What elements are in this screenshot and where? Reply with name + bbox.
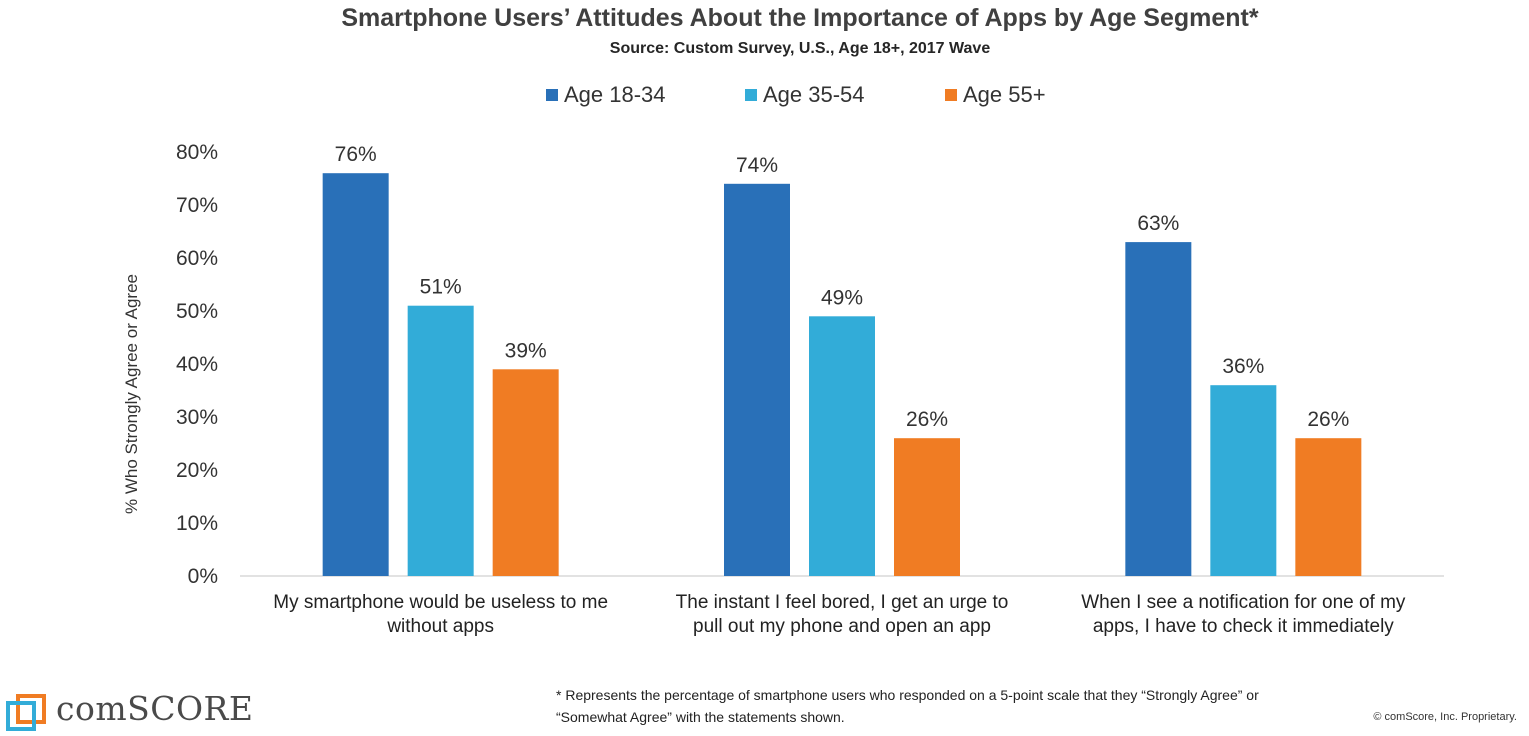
legend-swatch <box>745 89 757 101</box>
data-label: 63% <box>1137 212 1179 235</box>
bar <box>1125 242 1192 576</box>
data-label: 49% <box>821 286 863 309</box>
legend-item-age-18-34: Age 18-34 <box>546 82 666 108</box>
bar <box>1210 385 1277 576</box>
bar <box>492 369 559 576</box>
logo-wordmark: comSCORE <box>56 689 254 728</box>
legend-label: Age 35-54 <box>763 82 865 107</box>
y-tick-label: 40% <box>176 353 218 376</box>
y-tick-label: 30% <box>176 406 218 429</box>
bar <box>894 438 960 576</box>
bar <box>322 173 389 576</box>
y-axis-label: % Who Strongly Agree or Agree <box>122 274 141 514</box>
category-label: pull out my phone and open an app <box>693 616 991 637</box>
y-tick-label: 20% <box>176 459 218 482</box>
data-label: 39% <box>505 339 547 362</box>
legend-swatch <box>546 89 558 101</box>
y-tick-label: 10% <box>176 512 218 535</box>
category-label: apps, I have to check it immediately <box>1093 616 1394 637</box>
comscore-logo-icon <box>6 694 46 731</box>
bar <box>407 305 474 576</box>
data-label: 26% <box>906 408 948 431</box>
category-label: My smartphone would be useless to me <box>273 592 608 613</box>
bar <box>809 316 875 576</box>
y-tick-label: 70% <box>176 194 218 217</box>
y-tick-label: 60% <box>176 247 218 270</box>
chart-title: Smartphone Users’ Attitudes About the Im… <box>341 4 1259 32</box>
data-label: 76% <box>335 143 377 166</box>
legend: Age 18-34 Age 35-54 Age 55+ <box>0 82 1529 112</box>
bar-chart: 0% 10% 20% 30% 40% 50% 60% 70% 80% % Who Strongly… <box>122 141 1444 637</box>
legend-label: Age 18-34 <box>564 82 666 107</box>
legend-item-age-55: Age 55+ <box>945 82 1046 108</box>
footnote: * Represents the percentage of smartphon… <box>556 687 1259 725</box>
legend-swatch <box>945 89 957 101</box>
category-label: The instant I feel bored, I get an urge … <box>676 592 1009 613</box>
y-tick-label: 50% <box>176 300 218 323</box>
y-tick-label: 80% <box>176 141 218 164</box>
data-label: 74% <box>736 154 778 177</box>
legend-item-age-35-54: Age 35-54 <box>745 82 865 108</box>
legend-label: Age 55+ <box>963 82 1046 107</box>
comscore-logo: comSCORE <box>4 689 253 731</box>
category-label: without apps <box>386 616 494 637</box>
category-label: When I see a notification for one of my <box>1081 592 1406 613</box>
bar <box>1295 438 1362 576</box>
copyright: © comScore, Inc. Proprietary. <box>1373 711 1517 723</box>
data-label: 26% <box>1307 408 1349 431</box>
y-tick-label: 0% <box>188 565 218 588</box>
data-label: 51% <box>420 276 462 299</box>
bar <box>724 183 790 577</box>
data-label: 36% <box>1222 355 1264 378</box>
chart-subtitle: Source: Custom Survey, U.S., Age 18+, 20… <box>609 40 991 57</box>
